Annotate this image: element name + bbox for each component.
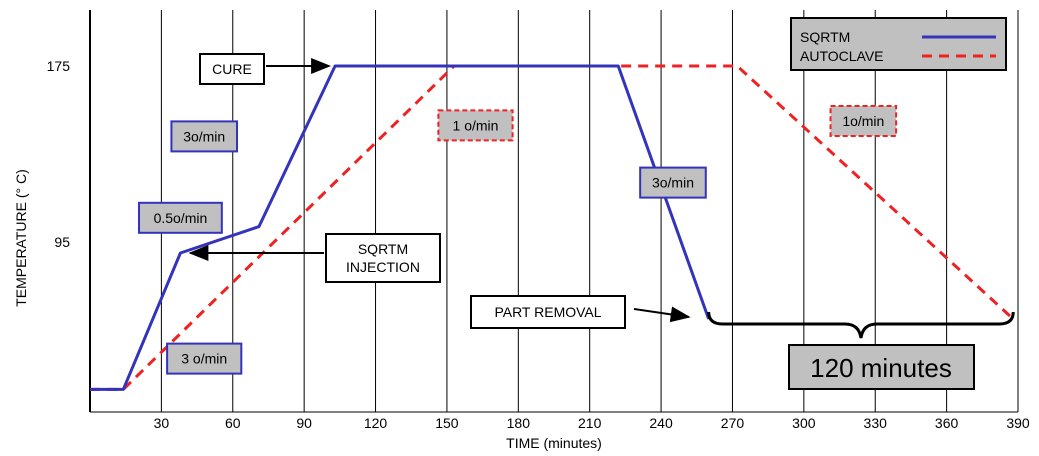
x-tick-label: 210 <box>578 415 602 431</box>
y-tick-label: 175 <box>47 58 71 74</box>
rate-label-bg <box>170 120 239 153</box>
annotation-arrow <box>633 306 691 323</box>
legend-box <box>790 17 1007 71</box>
rate-label-box: 0.5o/min <box>138 201 223 234</box>
x-tick-label: 150 <box>435 415 459 431</box>
annotation-text: SQRTM INJECTION <box>346 241 420 275</box>
rate-label-bg <box>829 105 898 137</box>
y-axis-title: TEMPERATURE (° C) <box>13 169 29 307</box>
span-label-bg <box>788 344 975 390</box>
x-tick-label: 180 <box>507 415 531 431</box>
span-label-box: 120 minutes <box>788 344 975 390</box>
x-tick-label: 360 <box>935 415 959 431</box>
rate-label: 1 o/min <box>453 117 499 133</box>
rate-label: 1o/min <box>842 113 884 129</box>
annotation-callout: PART REMOVAL <box>470 295 691 329</box>
x-tick-label: 330 <box>864 415 888 431</box>
legend: SQRTM AUTOCLAVE <box>790 17 1007 71</box>
x-tick-label: 120 <box>364 415 388 431</box>
rate-label-bg <box>639 166 707 199</box>
rate-label: 3 o/min <box>181 351 227 367</box>
rate-label-box: 3o/min <box>170 120 239 153</box>
span-label: 120 minutes <box>810 353 952 383</box>
x-tick-label: 300 <box>792 415 816 431</box>
x-tick-label: 30 <box>154 415 170 431</box>
annotation-callout: CURE <box>199 53 332 85</box>
x-tick-label: 240 <box>649 415 673 431</box>
rate-label-box: 1o/min <box>829 105 898 137</box>
legend-label: AUTOCLAVE <box>800 48 884 64</box>
annotation-callout: SQRTM INJECTION <box>188 233 441 283</box>
rate-label-bg <box>437 109 514 142</box>
annotation-box <box>199 53 265 85</box>
rate-label-box: 3 o/min <box>166 342 243 375</box>
legend-label: SQRTM <box>800 29 850 45</box>
rate-label: 3o/min <box>652 175 694 191</box>
x-tick-label: 270 <box>721 415 745 431</box>
span-brace <box>707 311 1015 339</box>
x-axis-title: TIME (minutes) <box>506 435 602 451</box>
rate-label: 3o/min <box>183 128 225 144</box>
y-tick-label: 95 <box>54 234 70 250</box>
x-tick-label: 60 <box>225 415 241 431</box>
x-tick-label: 90 <box>296 415 312 431</box>
rate-label: 0.5o/min <box>154 210 208 226</box>
rate-label-bg <box>166 342 243 375</box>
rate-label-bg <box>138 201 223 234</box>
x-tick-label: 390 <box>1006 415 1030 431</box>
annotation-box <box>325 233 441 283</box>
annotation-text: PART REMOVAL <box>494 304 601 320</box>
annotation-text: CURE <box>212 61 252 77</box>
rate-label-box: 3o/min <box>639 166 707 199</box>
annotation-box <box>470 295 626 329</box>
series-line-sqrtm <box>90 64 711 391</box>
rate-label-box: 1 o/min <box>437 109 514 142</box>
